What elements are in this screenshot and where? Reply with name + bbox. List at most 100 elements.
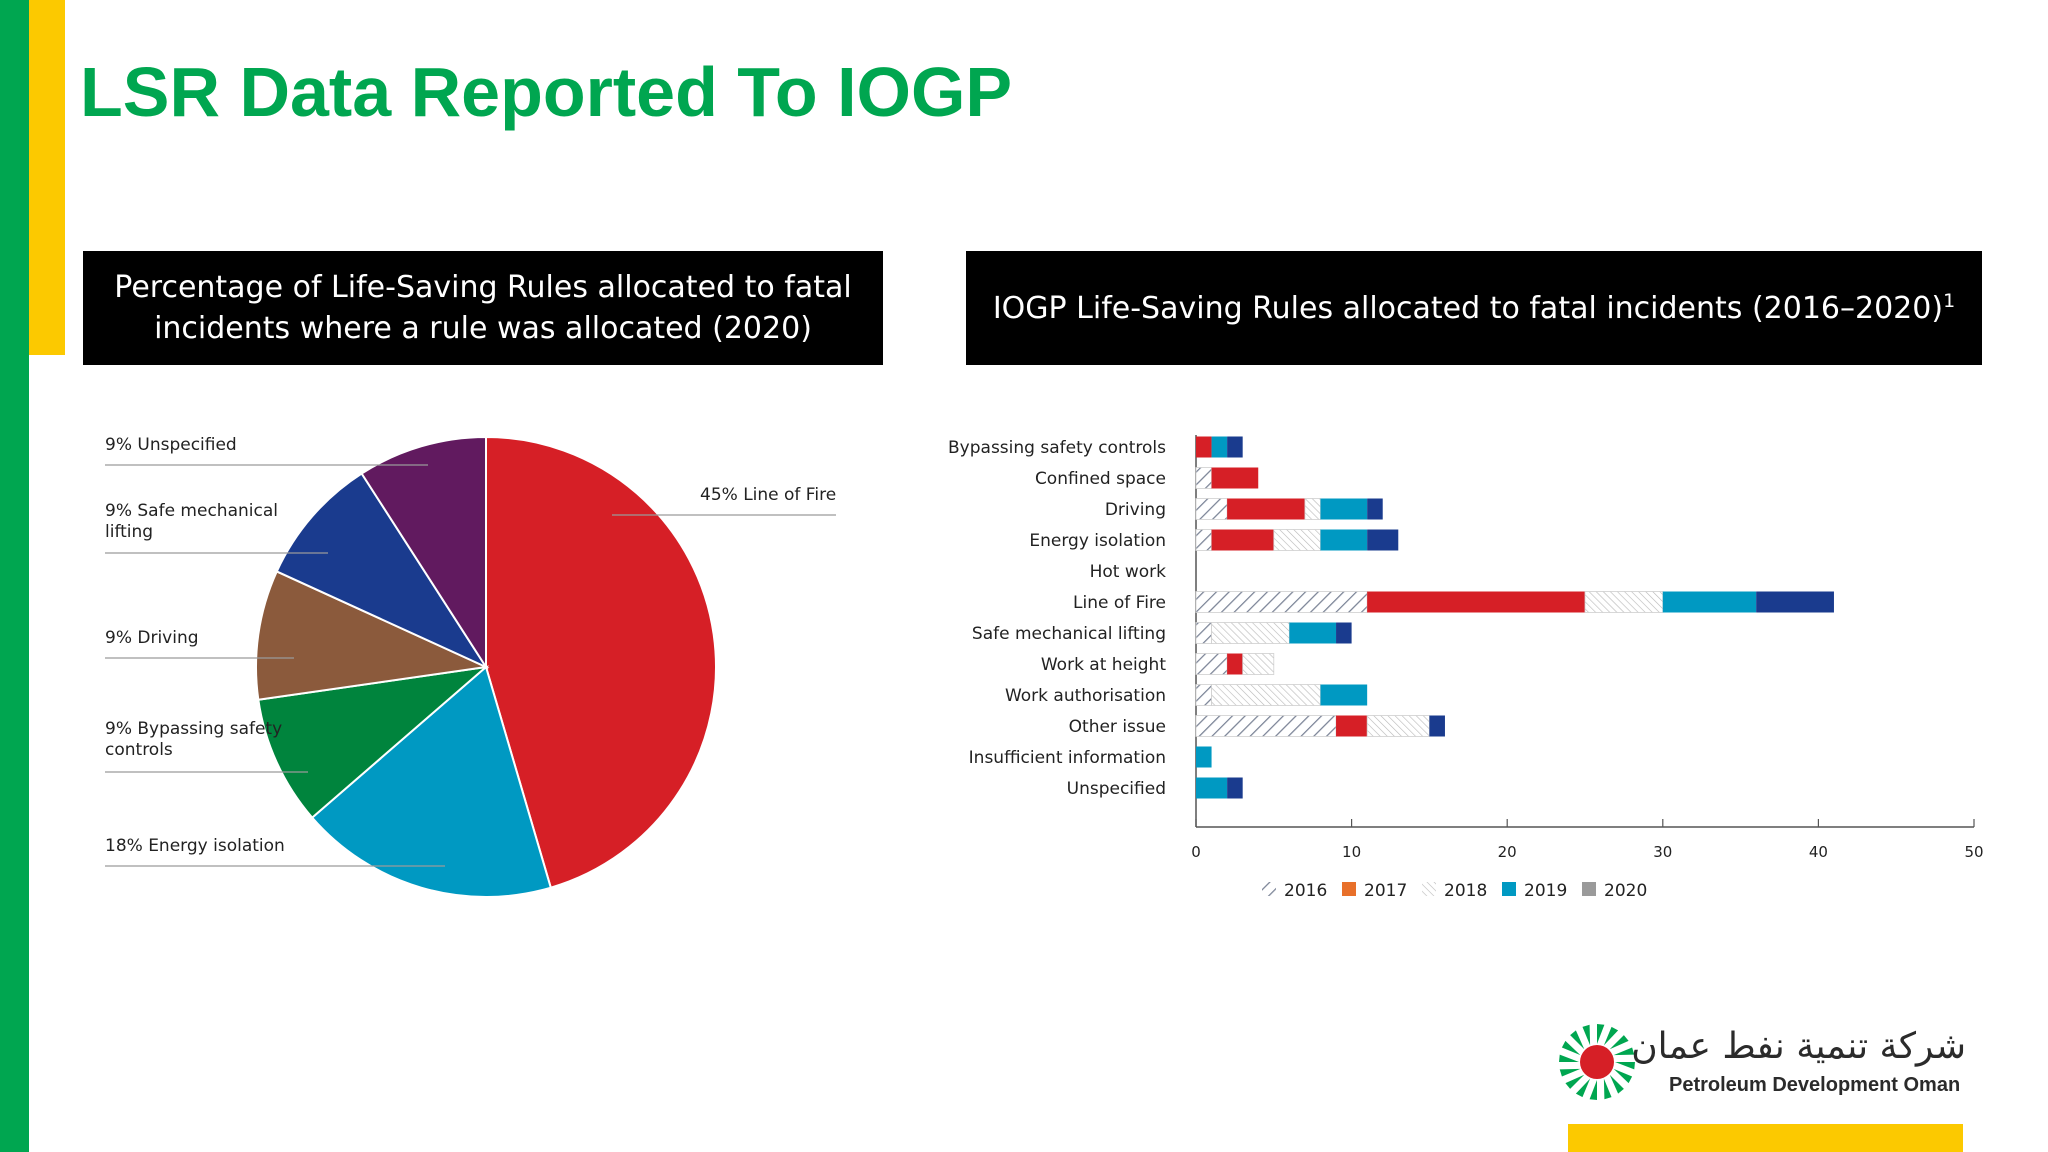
bar-segment-2020 [1227,436,1243,458]
bar-segment-2018 [1304,498,1321,520]
bar-segment-2016 [1195,591,1368,613]
bar-segment-2018 [1211,684,1321,706]
x-tick-label: 20 [1498,843,1517,861]
bar-segment-2017 [1211,529,1274,551]
x-tick-label: 30 [1653,843,1672,861]
bar-segment-2017 [1196,436,1212,458]
pie-label-energy-isolation: 18% Energy isolation [105,836,285,856]
bar-category-label: Safe mechanical lifting [972,624,1166,644]
legend-label-2020: 2020 [1604,881,1647,901]
bar-segment-2019 [1320,684,1368,706]
bar-category-label: Other issue [1069,717,1166,737]
pie-header-line-1: Percentage of Life-Saving Rules allocate… [114,270,852,305]
footer-accent-bar [1568,1124,1963,1152]
bar-segment-2020 [1227,777,1243,799]
bar-category-label: Unspecified [1067,779,1166,799]
bar-segment-2019 [1196,777,1228,799]
bar-chart: Bypassing safety controls Confined space D… [948,435,1984,901]
bar-segment-2019 [1196,746,1212,768]
pie-slice-unspecified [360,435,487,671]
logo-ray [1603,1026,1619,1046]
bar-category-label: Hot work [1090,562,1167,582]
logo-company-name: Petroleum Development Oman [1669,1074,1961,1096]
logo-ray [1565,1074,1585,1089]
logo-ray [1559,1068,1581,1077]
bar-category-label: Energy isolation [1029,531,1166,551]
bar-segment-2017 [1227,498,1305,520]
legend-label-2016: 2016 [1284,881,1327,901]
bar-category-label: Bypassing safety controls [948,438,1166,458]
legend-swatch-2016 [1262,882,1276,896]
bar-segment-2016 [1195,653,1228,675]
bar-segment-2020 [1429,715,1445,737]
legend-swatch-2020 [1582,882,1596,896]
bar-category-label: Insufficient information [969,748,1166,768]
pie-label-driving: 9% Driving [105,628,199,648]
pie-label-line-of-fire: 45% Line of Fire [700,485,836,505]
logo-ray [1603,1078,1612,1100]
logo-ray [1615,1062,1635,1070]
logo-ray [1597,1024,1605,1044]
x-tick-label: 10 [1342,843,1361,861]
bar-segment-2016 [1195,498,1228,520]
logo-ray [1613,1068,1633,1084]
logo-ray [1609,1074,1624,1094]
logo-ray [1582,1024,1591,1046]
pie-label-bypassing-safety-controls: 9% Bypassing safety controls [105,719,282,760]
logo-ray [1570,1030,1585,1050]
footnote-marker: 1 [1943,289,1956,312]
pie-slice-energy-isolation [310,665,553,898]
logo-ray [1575,1078,1591,1098]
bar-segment-2016 [1195,529,1212,551]
logo-ray [1589,1080,1597,1100]
pie-chart: 45% Line of Fire 18% Energy isolation 9% B… [105,435,836,898]
bar-category-label: Work at height [1041,655,1166,675]
logo-center [1580,1045,1614,1079]
pie-label-unspecified: 9% Unspecified [105,435,237,455]
logo-ray [1561,1040,1581,1056]
legend-label-2017: 2017 [1364,881,1407,901]
bar-segment-2019 [1211,436,1228,458]
bar-segment-2020 [1367,498,1383,520]
x-tick-label: 0 [1191,843,1201,861]
legend-swatch-2018 [1422,882,1436,896]
bar-segment-2019 [1320,529,1368,551]
pdo-logo-emblem [1559,1024,1635,1100]
legend-swatch-2019 [1502,882,1516,896]
pie-slice-line-of-fire [485,435,717,889]
logo-ray [1609,1035,1629,1050]
bar-segment-2016 [1195,715,1337,737]
brand-stripe-yellow [29,0,65,355]
logo-ray [1559,1054,1579,1062]
bar-segment-2018 [1242,653,1275,675]
bar-segment-2017 [1336,715,1368,737]
bar-segment-2019 [1320,498,1368,520]
bar-segment-2019 [1662,591,1757,613]
pie-header-line-2: incidents where a rule was allocated (20… [154,311,812,346]
logo-ray [1613,1047,1635,1056]
pie-slice-bypassing-safety-controls [257,665,490,820]
bar-segment-2016 [1195,684,1212,706]
x-tick-label: 40 [1809,843,1828,861]
bar-segment-2020 [1336,622,1352,644]
pie-slice-safe-mechanical-lifting [275,472,489,670]
bar-segment-2018 [1584,591,1664,613]
x-tick-label: 50 [1964,843,1983,861]
bar-segment-2019 [1289,622,1337,644]
bar-segment-2020 [1756,591,1834,613]
pie-slice-driving [255,570,490,701]
bar-segment-2017 [1227,653,1243,675]
pie-label-safe-mechanical-lifting: 9% Safe mechanical lifting [105,501,278,542]
legend-swatch-2017 [1342,882,1356,896]
brand-stripe-green [0,0,29,1152]
slide-title: LSR Data Reported To IOGP [80,53,1013,131]
bar-segment-2018 [1273,529,1321,551]
logo-arabic-text: شركة تنمية نفط عمان [1631,1026,1966,1067]
bar-category-label: Driving [1105,500,1166,520]
legend-label-2018: 2018 [1444,881,1487,901]
bar-segment-2017 [1367,591,1585,613]
bar-segment-2018 [1211,622,1290,644]
bar-segment-2017 [1211,467,1259,489]
bar-header-text: IOGP Life-Saving Rules allocated to fata… [992,290,1944,326]
